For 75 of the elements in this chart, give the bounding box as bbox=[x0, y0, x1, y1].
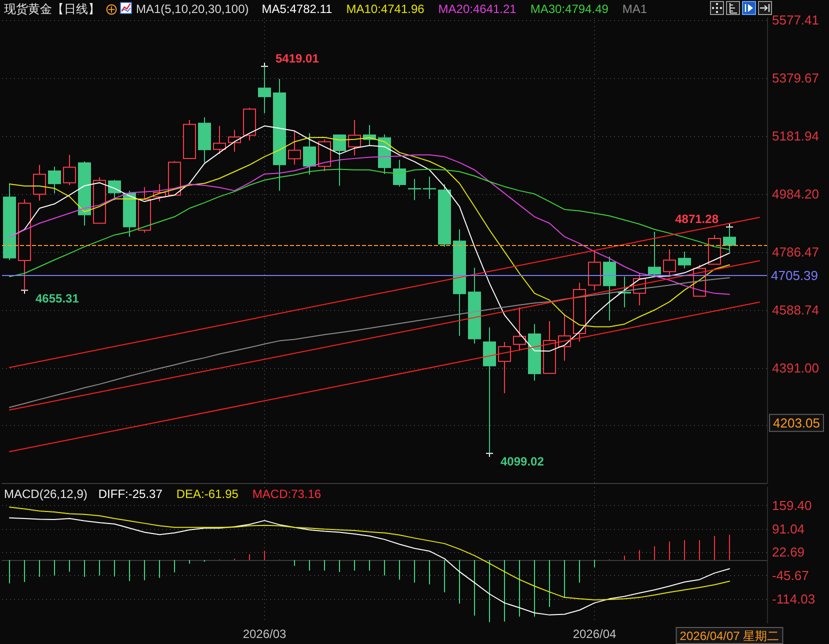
chart-title: MACD(26,12,9) bbox=[4, 487, 88, 501]
y-tick-label: -114.03 bbox=[772, 592, 816, 607]
line-series bbox=[9, 154, 730, 295]
candlestick bbox=[168, 160, 181, 196]
x-tick-label: 2026/04/07 星期二 bbox=[680, 629, 780, 643]
candlestick bbox=[498, 341, 511, 394]
line-series bbox=[9, 168, 730, 278]
candlestick bbox=[108, 179, 121, 201]
text: MACD:73.16 bbox=[252, 487, 322, 501]
candlestick bbox=[33, 164, 46, 202]
line-series bbox=[9, 136, 730, 328]
y-tick-label: 91.04 bbox=[772, 521, 805, 536]
text: MA20:4641.21 bbox=[438, 2, 517, 16]
chart-title: 现货黄金【日线】 bbox=[4, 2, 100, 16]
candlestick bbox=[663, 248, 676, 278]
candlestick bbox=[183, 120, 196, 159]
y-tick-label: 5181.94 bbox=[772, 128, 819, 144]
candlestick bbox=[528, 324, 541, 382]
x-tick-label: 2026/03 bbox=[242, 627, 287, 641]
line-series bbox=[9, 506, 730, 600]
ref-line-label: 4705.39 bbox=[771, 268, 818, 284]
candlestick bbox=[438, 184, 451, 248]
line-series bbox=[9, 277, 730, 408]
candlestick bbox=[543, 320, 556, 374]
candlestick bbox=[48, 166, 61, 194]
y-tick-label: 4391.00 bbox=[772, 360, 819, 376]
y-tick-label: 4786.47 bbox=[772, 244, 819, 260]
candlestick bbox=[333, 134, 346, 186]
candlestick bbox=[588, 250, 601, 291]
annotation: 4099.02 bbox=[500, 454, 544, 468]
candlestick bbox=[288, 130, 301, 166]
candlestick bbox=[303, 132, 316, 176]
annotation: 4871.28 bbox=[675, 212, 719, 226]
candlestick bbox=[63, 154, 76, 186]
candlestick bbox=[198, 116, 211, 164]
chart-subtitle: MA1(5,10,20,30,100) bbox=[136, 2, 249, 16]
candlestick bbox=[513, 306, 526, 352]
series-label: DIFF:-25.37 bbox=[98, 487, 163, 501]
y-tick-label: 22.69 bbox=[772, 544, 805, 560]
annotation: 4655.31 bbox=[36, 291, 80, 306]
candlestick bbox=[213, 125, 226, 155]
candlestick bbox=[453, 228, 466, 336]
candlestick bbox=[78, 160, 91, 226]
y-tick-label: 5379.67 bbox=[772, 70, 819, 86]
candlestick bbox=[348, 120, 361, 156]
candlestick bbox=[408, 178, 421, 201]
candlestick bbox=[123, 190, 136, 238]
text: DEA:-61.95 bbox=[176, 487, 239, 501]
x-tick-label: 2026/04 bbox=[572, 627, 617, 641]
candlestick bbox=[468, 267, 481, 344]
candlestick bbox=[648, 231, 661, 278]
candlestick bbox=[93, 176, 106, 224]
text: MA5:4782.11 bbox=[262, 2, 333, 16]
candlestick bbox=[603, 256, 616, 322]
text: MA30:4794.49 bbox=[530, 2, 609, 16]
candlestick bbox=[243, 107, 256, 142]
y-tick-label: 159.40 bbox=[772, 498, 812, 513]
candlestick bbox=[678, 251, 691, 269]
candlestick bbox=[318, 138, 331, 172]
candlestick bbox=[618, 276, 631, 308]
candlestick bbox=[393, 159, 406, 188]
candlestick bbox=[138, 186, 151, 234]
line-series bbox=[9, 517, 730, 616]
text: MA10:4741.96 bbox=[346, 2, 425, 16]
y-tick-label: -45.67 bbox=[772, 568, 809, 584]
candlestick bbox=[3, 182, 16, 261]
candlestick bbox=[273, 78, 286, 192]
annotation: 5419.01 bbox=[276, 51, 320, 66]
y-tick-label: 4984.20 bbox=[772, 186, 819, 202]
y-tick-label: 5577.41 bbox=[772, 12, 819, 28]
candlestick bbox=[573, 282, 586, 342]
y-tick-label: 4588.74 bbox=[772, 302, 819, 318]
text: MA1 bbox=[622, 2, 648, 16]
text: 4203.05 bbox=[773, 415, 820, 430]
candlestick bbox=[423, 176, 436, 200]
